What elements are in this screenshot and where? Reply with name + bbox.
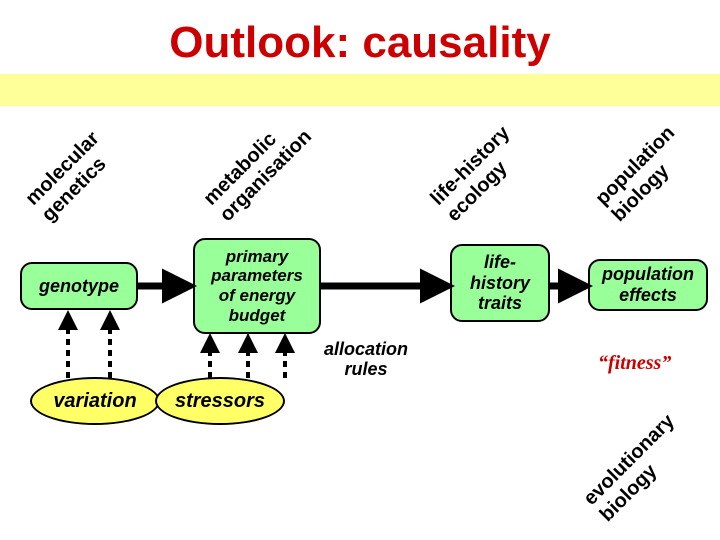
- box-text: life-historytraits: [470, 252, 530, 314]
- box-text: primaryparametersof energybudget: [211, 247, 303, 325]
- label-evolutionary-biology: evolutionary biology: [579, 409, 696, 526]
- box-primary-parameters: primaryparametersof energybudget: [193, 238, 321, 334]
- ellipse-stressors: stressors: [155, 377, 285, 425]
- page-title: Outlook: causality: [0, 18, 720, 68]
- label-life-history-ecology: life-history ecology: [426, 109, 543, 226]
- ellipse-variation: variation: [30, 377, 160, 425]
- box-text: populationeffects: [602, 264, 694, 305]
- label-metabolic-organisation: metabolic organisation: [199, 109, 316, 226]
- box-text: genotype: [39, 276, 119, 297]
- label-fitness: “fitness”: [598, 352, 671, 374]
- label-allocation-rules: allocationrules: [324, 340, 408, 380]
- highlight-bar: [0, 74, 720, 106]
- ellipse-text: stressors: [175, 390, 265, 413]
- box-life-history-traits: life-historytraits: [450, 244, 550, 322]
- label-molecular-genetics: molecular genetics: [21, 109, 138, 226]
- ellipse-text: variation: [53, 390, 136, 413]
- box-genotype: genotype: [20, 262, 138, 310]
- box-population-effects: populationeffects: [588, 259, 708, 311]
- label-population-biology: population biology: [591, 109, 708, 226]
